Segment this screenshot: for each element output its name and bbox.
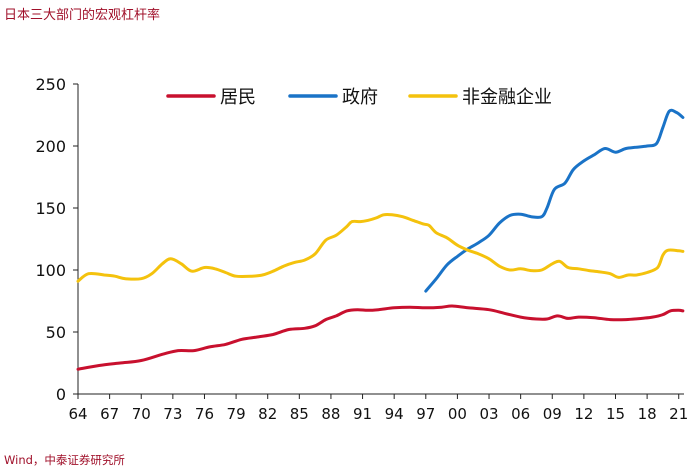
legend-item-household: 居民: [166, 87, 256, 108]
y-tick-label: 100: [35, 261, 66, 280]
x-tick-label: 85: [290, 405, 309, 423]
x-tick-label: 03: [479, 405, 498, 423]
x-tick-label: 88: [321, 405, 340, 423]
legend: 居民 政府 非金融企业: [166, 87, 552, 108]
y-tick-label: 0: [56, 385, 66, 404]
legend-label: 政府: [342, 87, 378, 108]
x-tick-label: 70: [132, 405, 151, 423]
nonfinancial-corp-line: [76, 213, 685, 283]
household-line: [76, 304, 685, 371]
x-tick-label: 00: [448, 405, 467, 423]
legend-label: 居民: [220, 87, 256, 108]
x-tick-label: 09: [543, 405, 562, 423]
x-tick-label: 73: [163, 405, 182, 423]
y-tick-label: 200: [35, 137, 66, 156]
government-line: [424, 108, 685, 293]
x-tick-label: 79: [227, 405, 246, 423]
x-tick-label: 12: [574, 405, 593, 423]
legend-item-government: 政府: [288, 87, 378, 108]
x-tick-label: 67: [100, 405, 119, 423]
legend-label: 非金融企业: [462, 87, 552, 108]
x-tick-label: 64: [68, 405, 87, 423]
x-tick-label: 15: [606, 405, 625, 423]
series-layer: [76, 108, 685, 371]
y-tick-label: 150: [35, 199, 66, 218]
x-tick-label: 21: [669, 405, 688, 423]
y-tick-label: 50: [46, 323, 66, 342]
legend-item-nonfinancial-corp: 非金融企业: [408, 87, 552, 108]
x-tick-label: 97: [416, 405, 435, 423]
x-tick-label: 18: [638, 405, 657, 423]
x-tick-label: 94: [385, 405, 404, 423]
x-tick-label: 82: [258, 405, 277, 423]
x-tick-label: 06: [511, 405, 530, 423]
source-note: Wind，中泰证券研究所: [4, 453, 125, 467]
y-tick-label: 250: [35, 75, 66, 94]
x-tick-label: 91: [353, 405, 372, 423]
axes-layer: 0 50 100 150 200 250 64 67 70 73 76 79 82 85 88 91 94 97 0…: [35, 75, 688, 423]
chart-title: 日本三大部门的宏观杠杆率: [4, 8, 161, 23]
x-tick-label: 76: [195, 405, 214, 423]
